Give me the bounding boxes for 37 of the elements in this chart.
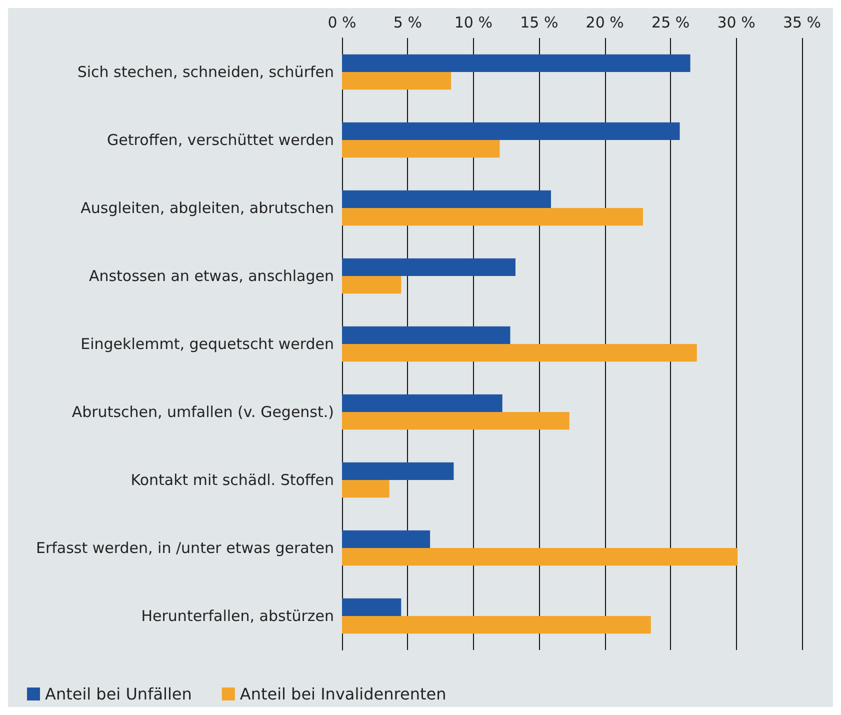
bar (342, 462, 454, 480)
y-tick-label: Herunterfallen, abstürzen (141, 607, 334, 625)
bar (342, 480, 390, 498)
x-tick-label: 30 % (717, 14, 756, 32)
bar (342, 530, 430, 548)
x-tick-label: 10 % (454, 14, 492, 32)
bar (342, 344, 697, 362)
bar (342, 394, 502, 412)
x-tick-label: 15 % (520, 14, 558, 32)
legend-label: Anteil bei Invalidenrenten (240, 684, 446, 704)
bar (342, 258, 516, 276)
bar (342, 208, 643, 226)
y-tick-label: Kontakt mit schädl. Stoffen (130, 471, 334, 489)
bar (342, 412, 570, 430)
bar (342, 616, 651, 634)
bar (342, 72, 452, 90)
bar (342, 548, 738, 566)
x-tick-label: 20 % (586, 14, 624, 32)
y-tick-label: Erfasst werden, in /unter etwas geraten (36, 539, 334, 557)
bar (342, 122, 680, 140)
y-tick-label: Eingeklemmt, gequetscht werden (80, 335, 334, 353)
y-tick-label: Abrutschen, umfallen (v. Gegenst.) (72, 403, 334, 421)
x-tick-label: 25 % (652, 14, 690, 32)
legend-label: Anteil bei Unfällen (45, 684, 192, 704)
bar (342, 140, 500, 158)
x-tick-label: 35 % (782, 14, 822, 32)
y-tick-label: Sich stechen, schneiden, schürfen (77, 63, 334, 81)
bar (342, 276, 402, 294)
y-tick-label: Ausgleiten, abgleiten, abrutschen (80, 199, 334, 217)
x-tick-label: 0 % (328, 14, 356, 32)
bar (342, 54, 690, 72)
y-tick-label: Anstossen an etwas, anschlagen (88, 267, 334, 285)
y-tick-label: Getroffen, verschüttet werden (107, 131, 334, 149)
bar (342, 190, 551, 208)
x-tick-label: 5 % (393, 14, 422, 32)
bar (342, 598, 402, 616)
bar (342, 326, 510, 344)
